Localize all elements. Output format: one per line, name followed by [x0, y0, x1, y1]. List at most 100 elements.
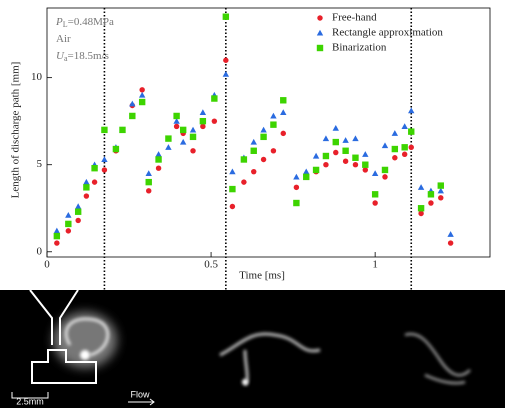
marker-triangle: [401, 123, 408, 129]
marker-square: [83, 184, 90, 191]
legend-marker: [316, 44, 324, 52]
annotation-symbol: P: [55, 16, 63, 28]
photo-strip: 2.5mm Flow: [0, 289, 505, 408]
marker-square: [112, 145, 120, 153]
marker-square: [250, 147, 257, 154]
marker-circle: [323, 161, 329, 168]
marker-square: [322, 152, 330, 160]
legend-marker: [317, 15, 323, 21]
marker-triangle: [437, 187, 444, 194]
marker-square: [179, 126, 187, 134]
marker-circle: [333, 149, 339, 156]
marker-circle: [438, 195, 444, 201]
marker-square: [199, 117, 207, 125]
marker-circle: [91, 179, 98, 185]
marker-triangle: [352, 135, 359, 142]
marker-triangle: [101, 156, 108, 163]
marker-circle: [401, 151, 408, 157]
discharge-1: [53, 312, 117, 368]
annotation-text: =18.5m/s: [68, 50, 109, 62]
marker-square: [145, 178, 152, 186]
marker-circle: [251, 168, 257, 175]
marker-circle: [392, 155, 398, 161]
marker-circle: [54, 240, 60, 246]
marker-square: [352, 154, 359, 161]
x-tick-label: 0.5: [204, 259, 218, 271]
marker-square: [280, 97, 287, 104]
annotation: Air: [56, 33, 71, 45]
marker-triangle: [322, 135, 330, 142]
plot-frame: [46, 7, 491, 258]
marker-square: [371, 191, 379, 198]
legend-marker: [316, 29, 324, 36]
annotation: Ua=18.5m/s: [56, 50, 109, 63]
legend-label: Free-hand: [332, 12, 377, 24]
marker-circle: [447, 240, 454, 246]
y-axis-label: Length of discharge path [mm]: [10, 62, 22, 199]
marker-square: [391, 145, 399, 153]
marker-circle: [75, 217, 81, 224]
marker-circle: [200, 123, 206, 130]
marker-square: [91, 164, 98, 172]
marker-triangle: [381, 142, 389, 149]
marker-square: [381, 166, 389, 174]
marker-triangle: [408, 107, 415, 114]
marker-square: [362, 161, 369, 168]
marker-circle: [155, 165, 162, 171]
marker-circle: [65, 228, 72, 234]
marker-triangle: [173, 117, 180, 124]
marker-triangle: [129, 100, 136, 107]
x-tick-label: 0: [44, 259, 50, 271]
marker-triangle: [260, 126, 267, 133]
electrode-top: [29, 289, 79, 345]
marker-triangle: [74, 203, 82, 210]
marker-triangle: [312, 152, 320, 159]
marker-circle: [139, 87, 145, 93]
marker-triangle: [155, 151, 162, 157]
y-tick-label: 5: [37, 158, 43, 170]
marker-circle: [428, 200, 434, 206]
marker-square: [138, 98, 146, 106]
marker-square: [401, 144, 408, 151]
marker-square: [408, 128, 415, 135]
marker-circle: [270, 148, 277, 154]
flow-label: Flow: [130, 389, 150, 399]
marker-square: [342, 147, 349, 154]
marker-square: [189, 133, 197, 141]
marker-square: [229, 185, 236, 193]
annotation-subscript: a: [64, 54, 68, 63]
marker-square: [293, 199, 300, 207]
marker-triangle: [447, 231, 454, 237]
marker-triangle: [222, 70, 230, 77]
marker-triangle: [250, 138, 257, 145]
marker-triangle: [145, 170, 152, 176]
marker-circle: [260, 156, 267, 163]
marker-triangle: [229, 168, 236, 175]
marker-square: [312, 166, 320, 174]
marker-triangle: [332, 124, 339, 131]
marker-circle: [190, 148, 196, 154]
marker-circle: [372, 200, 378, 206]
marker-triangle: [371, 170, 379, 176]
marker-square: [65, 220, 72, 228]
scale-label: 2.5mm: [16, 396, 44, 406]
marker-triangle: [391, 130, 399, 136]
marker-circle: [101, 167, 108, 173]
y-tick-label: 10: [31, 71, 43, 83]
marker-triangle: [303, 168, 310, 175]
marker-circle: [241, 179, 247, 185]
marker-triangle: [189, 126, 197, 133]
x-axis-label: Time [ms]: [239, 270, 285, 282]
legend-label: Binarization: [332, 42, 387, 54]
marker-square: [222, 13, 230, 20]
marker-circle: [229, 203, 236, 210]
marker-circle: [293, 184, 300, 191]
marker-square: [260, 133, 267, 141]
legend-label: Rectangle approximation: [332, 27, 443, 39]
marker-triangle: [362, 151, 369, 157]
marker-square: [53, 232, 61, 240]
marker-triangle: [83, 178, 90, 185]
marker-square: [173, 112, 180, 120]
